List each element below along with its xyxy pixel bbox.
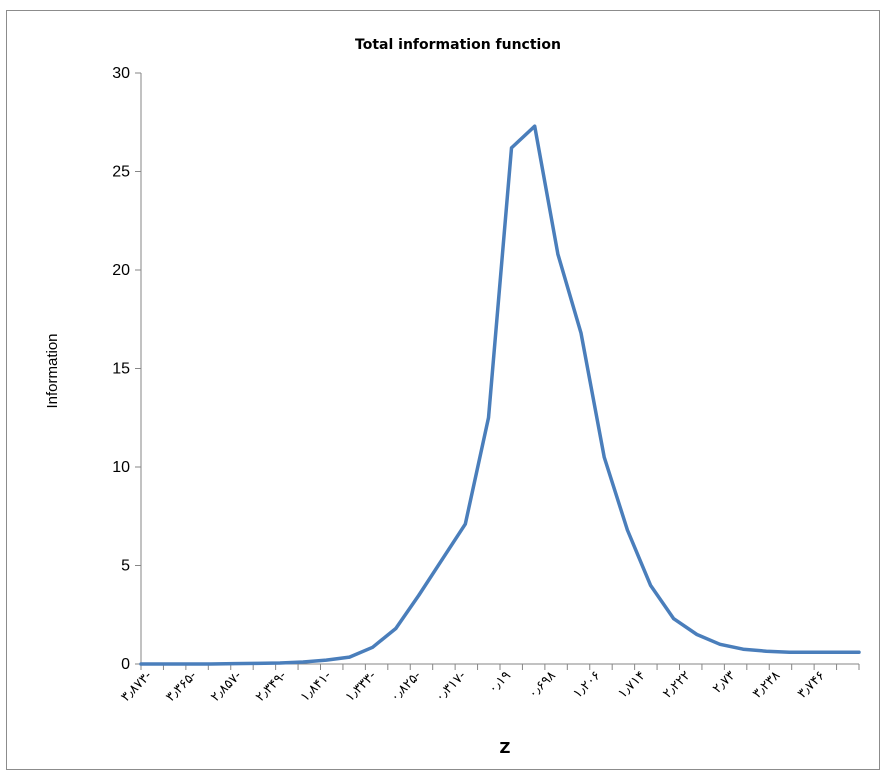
x-tick-label: ۲٫۸۵۷- bbox=[208, 668, 245, 705]
x-tick-label: ۲٫۳۴۹- bbox=[253, 668, 290, 705]
y-axis-label: Information bbox=[44, 333, 61, 408]
data-point bbox=[834, 650, 838, 654]
x-axis-label: Z bbox=[500, 739, 511, 757]
y-tick-label: 10 bbox=[112, 459, 130, 476]
x-tick-label: ۳٫۸۷۳- bbox=[118, 668, 155, 705]
data-point bbox=[371, 645, 375, 649]
data-point bbox=[440, 558, 444, 562]
y-tick-label: 5 bbox=[121, 558, 130, 575]
data-point bbox=[857, 650, 861, 654]
x-tick-label: ۲٫۲۲۲ bbox=[660, 668, 693, 701]
axes bbox=[140, 73, 859, 665]
x-tick-label: ۰٫۶۹۸ bbox=[526, 668, 559, 701]
data-point bbox=[533, 124, 537, 128]
data-point bbox=[788, 650, 792, 654]
data-point bbox=[556, 252, 560, 256]
x-axis-ticks: ۳٫۸۷۳-۳٫۳۶۵-۲٫۸۵۷-۲٫۳۴۹-۱٫۸۴۱-۱٫۳۳۳-۰٫۸۲… bbox=[118, 664, 860, 705]
x-tick-label: ۱٫۲۰۶ bbox=[570, 668, 603, 701]
data-point bbox=[232, 662, 236, 666]
series-line bbox=[139, 124, 861, 666]
data-point bbox=[324, 658, 328, 662]
data-point bbox=[510, 146, 514, 150]
y-tick-label: 30 bbox=[112, 65, 130, 82]
x-tick-label: ۰٫۱۹ bbox=[486, 668, 514, 696]
data-point bbox=[579, 331, 583, 335]
data-point bbox=[255, 661, 259, 665]
x-tick-label: ۳٫۷۴۶ bbox=[795, 668, 828, 701]
y-tick-label: 25 bbox=[112, 164, 130, 181]
data-point bbox=[486, 416, 490, 420]
data-point bbox=[301, 660, 305, 664]
data-point bbox=[208, 662, 212, 666]
data-point bbox=[602, 455, 606, 459]
data-point bbox=[139, 662, 143, 666]
x-tick-label: ۱٫۳۳۳- bbox=[343, 668, 380, 705]
x-tick-label: ۳٫۲۳۸ bbox=[750, 668, 783, 701]
data-point bbox=[417, 593, 421, 597]
data-point bbox=[162, 662, 166, 666]
data-point bbox=[672, 617, 676, 621]
chart-frame: Total information function Information Z… bbox=[6, 10, 880, 770]
data-point bbox=[278, 661, 282, 665]
data-point bbox=[185, 662, 189, 666]
y-tick-label: 15 bbox=[112, 361, 130, 378]
data-point bbox=[695, 632, 699, 636]
y-tick-label: 0 bbox=[121, 656, 130, 673]
data-point bbox=[811, 650, 815, 654]
chart-title: Total information function bbox=[355, 37, 561, 53]
y-tick-label: 20 bbox=[112, 262, 130, 279]
chart: Total information function Information Z… bbox=[44, 37, 861, 757]
x-tick-label: ۰٫۸۲۵- bbox=[388, 668, 425, 705]
y-axis-ticks: 0 5 10 15 20 25 30 bbox=[112, 65, 141, 673]
data-point bbox=[625, 528, 629, 532]
data-point bbox=[764, 649, 768, 653]
series-group bbox=[139, 124, 861, 666]
x-tick-label: ۲٫۷۳ bbox=[710, 668, 738, 696]
data-point bbox=[347, 655, 351, 659]
data-point bbox=[394, 627, 398, 631]
x-tick-label: ۱٫۷۱۴ bbox=[615, 668, 648, 701]
x-tick-label: ۳٫۳۶۵- bbox=[163, 668, 200, 705]
data-point bbox=[463, 522, 467, 526]
data-point bbox=[649, 583, 653, 587]
x-tick-label: ۰٫۳۱۷- bbox=[433, 668, 470, 705]
data-point bbox=[718, 642, 722, 646]
x-tick-label: ۱٫۸۴۱- bbox=[298, 668, 335, 705]
data-point bbox=[741, 647, 745, 651]
